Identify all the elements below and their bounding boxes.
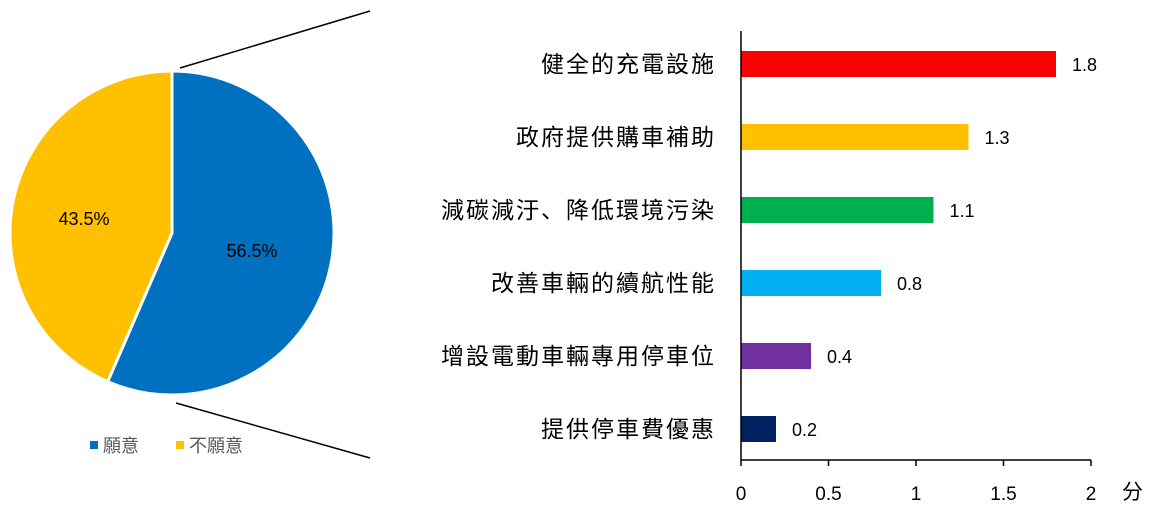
x-tick-label: 0 xyxy=(736,484,747,505)
legend-label-unwilling: 不願意 xyxy=(189,436,243,456)
bar-category-label: 改善車輛的續航性能 xyxy=(491,271,716,297)
pie-data-labels: 56.5% 43.5% xyxy=(58,209,277,261)
bar xyxy=(741,343,811,369)
bar xyxy=(741,197,934,223)
bar xyxy=(741,270,881,296)
x-axis-unit: 分 xyxy=(1122,480,1143,504)
bar-category-label: 健全的充電設施 xyxy=(541,52,716,78)
bar xyxy=(741,416,776,442)
bar-value-label: 0.2 xyxy=(792,420,817,440)
pie-legend: 願意 不願意 xyxy=(90,436,243,456)
pie-chart xyxy=(8,69,336,397)
bar xyxy=(741,51,1056,77)
x-tick-label: 2 xyxy=(1086,484,1097,505)
pie-slice xyxy=(105,69,336,397)
legend-swatch-willing xyxy=(90,441,98,449)
x-tick-label: 0.5 xyxy=(815,484,841,505)
legend-label-willing: 願意 xyxy=(103,436,139,456)
connector-line-top xyxy=(179,10,371,69)
bar-value-label: 0.8 xyxy=(897,274,922,294)
bar-value-label: 1.8 xyxy=(1072,55,1097,75)
pie-slice-label: 56.5% xyxy=(226,241,277,261)
bar xyxy=(741,124,969,150)
legend-swatch-unwilling xyxy=(176,441,184,449)
bar-value-label: 1.3 xyxy=(985,128,1010,148)
bar-value-label: 1.1 xyxy=(950,201,975,221)
x-tick-label: 1 xyxy=(911,484,922,505)
bar-category-label: 增設電動車輛專用停車位 xyxy=(441,344,716,370)
x-axis-ticks: 0 0.5 1 1.5 2 xyxy=(736,460,1097,505)
bar-category-label: 提供停車費優惠 xyxy=(541,417,716,443)
connector-line-bottom xyxy=(175,402,371,459)
x-tick-label: 1.5 xyxy=(990,484,1016,505)
pie-slice xyxy=(8,69,174,384)
bar-chart: 1.8 健全的充電設施 1.3 政府提供購車補助 1.1 減碳減汙、降低環境污染 0.8 改善… xyxy=(441,51,1097,443)
bar-category-label: 減碳減汙、降低環境污染 xyxy=(441,198,716,224)
pie-slice-label: 43.5% xyxy=(58,209,109,229)
bar-category-label: 政府提供購車補助 xyxy=(516,125,716,151)
bar-value-label: 0.4 xyxy=(827,347,852,367)
